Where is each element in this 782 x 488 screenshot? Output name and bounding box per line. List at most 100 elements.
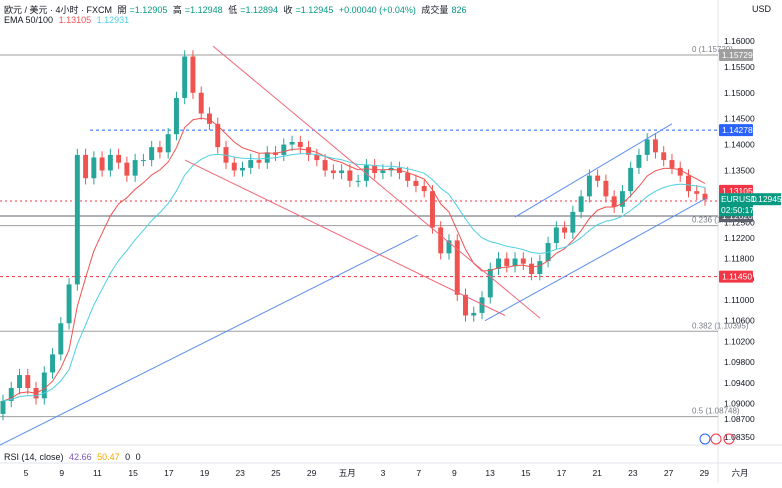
candle-body[interactable] [330, 170, 336, 174]
candle-body[interactable] [306, 147, 312, 155]
current-price-badge[interactable] [719, 193, 781, 206]
candle-body[interactable] [149, 147, 155, 161]
candle-body[interactable] [644, 139, 650, 155]
flag-icon[interactable] [699, 433, 711, 445]
candle-body[interactable] [553, 227, 559, 243]
candle-body[interactable] [537, 261, 543, 275]
candle-body[interactable] [215, 123, 221, 148]
candle-body[interactable] [66, 284, 72, 324]
candle-body[interactable] [429, 191, 435, 228]
candle-body[interactable] [297, 141, 303, 148]
candle-body[interactable] [347, 170, 353, 181]
candle-body[interactable] [446, 240, 452, 254]
candle-body[interactable] [190, 56, 196, 93]
candle-body[interactable] [661, 152, 667, 161]
event-icon[interactable] [723, 433, 735, 445]
candle-body[interactable] [512, 258, 518, 267]
candle-body[interactable] [140, 160, 146, 162]
candle-body[interactable] [173, 97, 179, 135]
candle-body[interactable] [91, 157, 97, 179]
symbol-line[interactable]: 欧元 / 美元 · 4小时 · FXCM [4, 5, 113, 15]
candle-body[interactable] [405, 173, 411, 181]
candle-body[interactable] [99, 157, 105, 171]
candle-body[interactable] [74, 154, 80, 285]
candle-body[interactable] [686, 175, 691, 192]
candle-body[interactable] [165, 134, 171, 153]
rising-channel-lower-line[interactable] [484, 198, 706, 322]
candle-body[interactable] [248, 160, 254, 168]
candle-body[interactable] [124, 162, 130, 176]
candle-body[interactable] [363, 165, 369, 181]
candle-body[interactable] [0, 400, 6, 414]
price-badge[interactable] [719, 48, 753, 61]
candle-body[interactable] [619, 191, 625, 207]
candle-body[interactable] [421, 185, 427, 192]
candle-body[interactable] [314, 154, 320, 161]
candle-body[interactable] [256, 160, 262, 163]
candle-body[interactable] [83, 154, 89, 179]
candle-body[interactable] [611, 196, 617, 207]
rising-channel-upper-line[interactable] [514, 123, 673, 218]
candle-body[interactable] [479, 297, 485, 313]
candle-body[interactable] [636, 154, 642, 168]
candle-body[interactable] [496, 258, 502, 269]
candle-body[interactable] [231, 162, 237, 171]
long-trendline[interactable] [0, 234, 419, 446]
falling-channel-lower-line[interactable] [184, 159, 506, 316]
candle-body[interactable] [586, 175, 592, 197]
candle-body[interactable] [182, 56, 188, 98]
candle-body[interactable] [50, 354, 56, 373]
candle-body[interactable] [58, 323, 64, 355]
candle-body[interactable] [652, 139, 658, 153]
candle-body[interactable] [322, 160, 328, 171]
candle-body[interactable] [702, 193, 708, 200]
candle-body[interactable] [281, 144, 287, 155]
ema100-line[interactable] [2, 153, 706, 402]
candle-body[interactable] [628, 167, 634, 192]
candle-body[interactable] [264, 152, 270, 163]
candle-body[interactable] [157, 147, 163, 153]
candle-body[interactable] [8, 388, 14, 401]
candle-body[interactable] [116, 154, 122, 163]
candle-body[interactable] [413, 180, 419, 186]
candle-body[interactable] [463, 294, 468, 316]
candle-body[interactable] [41, 372, 47, 399]
price-badge[interactable] [719, 270, 753, 283]
candle-body[interactable] [355, 180, 361, 182]
candle-body[interactable] [240, 167, 245, 171]
candle-body[interactable] [471, 312, 477, 316]
alert-icon[interactable] [710, 433, 722, 445]
candle-body[interactable] [677, 167, 683, 176]
candle-body[interactable] [372, 165, 378, 174]
price-badge[interactable] [719, 124, 753, 137]
candle-body[interactable] [380, 170, 386, 174]
candle-body[interactable] [25, 375, 31, 389]
candle-body[interactable] [529, 263, 535, 275]
rsi-legend[interactable]: RSI (14, close) 42.66 50.47 0 0 [4, 452, 144, 462]
currency-label[interactable]: USD [752, 4, 772, 14]
candle-body[interactable] [578, 196, 584, 212]
candle-body[interactable] [520, 258, 526, 264]
candle-body[interactable] [206, 113, 212, 124]
candle-body[interactable] [694, 191, 700, 194]
ema50-line[interactable] [2, 117, 706, 402]
candle-body[interactable] [562, 227, 568, 233]
candle-body[interactable] [438, 227, 444, 254]
candle-body[interactable] [198, 92, 204, 114]
candle-body[interactable] [570, 211, 576, 233]
candle-body[interactable] [132, 160, 138, 176]
candle-body[interactable] [454, 240, 460, 295]
candle-body[interactable] [504, 258, 510, 267]
candle-body[interactable] [487, 268, 493, 298]
ema-legend[interactable]: EMA 50/100 1.13105 1.12931 [4, 15, 132, 25]
candle-body[interactable] [595, 175, 601, 181]
candle-body[interactable] [669, 160, 675, 168]
candle-body[interactable] [289, 141, 295, 145]
candle-body[interactable] [107, 154, 113, 171]
candle-body[interactable] [603, 180, 609, 197]
candle-body[interactable] [339, 170, 345, 174]
falling-channel-upper-line[interactable] [212, 45, 541, 319]
candle-body[interactable] [17, 375, 22, 389]
